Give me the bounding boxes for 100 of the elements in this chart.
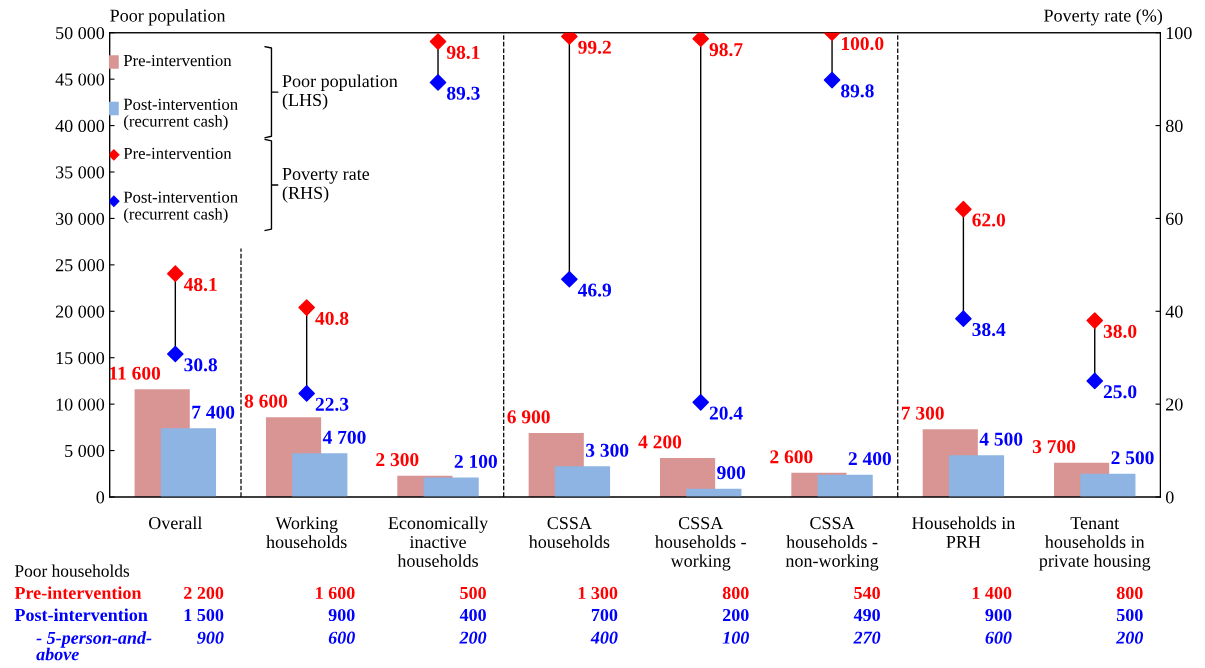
data-label: 7 300	[901, 406, 944, 420]
text: 900	[197, 631, 224, 644]
y2-axis-title: Poverty rate (%)	[1044, 8, 1163, 26]
point	[955, 200, 972, 218]
data-label: 100.0	[841, 36, 884, 51]
data-label: 7 400	[192, 405, 235, 419]
text: 900	[985, 608, 1012, 622]
data-label: 98.1	[446, 45, 480, 60]
data-label: 3 700	[1032, 440, 1076, 454]
data-label: 99.2	[578, 40, 611, 54]
x-tick-label: Households in PRH	[912, 516, 1016, 548]
text: 800	[1116, 586, 1143, 600]
data-label: 11 600	[109, 366, 161, 380]
y2-tick-label: 0	[1165, 491, 1174, 504]
data-label: 38.0	[1103, 324, 1137, 339]
x-tick-label: CSSA households	[528, 517, 610, 549]
y2-tick-label: 100	[1166, 26, 1192, 40]
data-label: 89.8	[841, 84, 874, 98]
text: 900	[328, 608, 355, 622]
point	[955, 310, 972, 328]
x-tick-label: CSSA households - working	[655, 517, 746, 571]
data-label: 62.0	[972, 213, 1006, 227]
point	[429, 74, 447, 91]
bar	[423, 477, 479, 497]
point	[298, 299, 315, 316]
data-label: 3 300	[586, 443, 629, 457]
text: Poor households	[14, 564, 130, 577]
data-label: 2 100	[454, 454, 497, 468]
text: 500	[460, 586, 486, 600]
text: Post-intervention	[14, 608, 148, 622]
y-axis-title: Poor population	[110, 9, 226, 26]
text: 270	[853, 631, 881, 644]
annotation: Poverty rate (RHS)	[282, 168, 370, 203]
y-tick-label: 50 000	[56, 26, 105, 40]
text: 400	[459, 608, 486, 622]
text: Pre-intervention	[14, 586, 142, 600]
data-label: 2 600	[770, 450, 813, 464]
y2-tick-label: 40	[1165, 305, 1183, 318]
annotation: Poor population (LHS)	[282, 74, 398, 110]
text: 700	[591, 608, 618, 622]
legend-label: Post-intervention (recurrent cash)	[123, 98, 238, 131]
text: 1 400	[972, 586, 1012, 600]
data-label: 22.3	[315, 397, 349, 411]
point	[692, 32, 710, 48]
point	[298, 385, 315, 402]
text: 200	[1116, 631, 1144, 644]
bar	[1080, 473, 1136, 497]
legend-label: Post-intervention (recurrent cash)	[123, 191, 238, 224]
data-label: 900	[717, 466, 746, 480]
y2-tick-label: 60	[1166, 212, 1183, 225]
x-tick-label: CSSA households - non-working	[785, 517, 879, 571]
data-label: 38.4	[972, 322, 1006, 337]
text: 200	[722, 608, 749, 622]
bar	[554, 466, 611, 497]
data-label: 8 600	[244, 394, 288, 408]
text: 600	[328, 631, 355, 644]
data-label: 48.1	[183, 277, 217, 292]
data-label: 25.0	[1103, 385, 1137, 399]
data-label: 30.8	[184, 358, 218, 372]
text: - 5-person-and- above	[36, 631, 152, 661]
y-tick-label: 10 000	[56, 398, 105, 411]
y-tick-label: 15 000	[56, 351, 105, 365]
data-label: 98.7	[709, 43, 743, 57]
legend-label: Pre-intervention	[123, 54, 232, 67]
y-tick-label: 35 000	[56, 166, 105, 179]
y-tick-label: 30 000	[56, 212, 105, 225]
text: 200	[459, 631, 487, 644]
data-label: 2 300	[376, 453, 419, 467]
text: 1 600	[316, 586, 355, 600]
text: 400	[590, 631, 618, 644]
text: 490	[853, 608, 880, 622]
y-tick-label: 40 000	[55, 119, 105, 133]
text: 1 300	[578, 586, 618, 600]
text: 2 200	[184, 586, 224, 600]
text: 500	[1116, 608, 1143, 622]
x-tick-label: Tenant households in private housing	[1039, 517, 1151, 571]
x-tick-label: Economically inactive households	[388, 516, 489, 567]
y2-tick-label: 80	[1165, 119, 1183, 133]
data-label: 20.4	[709, 406, 743, 420]
bar	[160, 428, 217, 497]
data-label: 6 900	[507, 410, 550, 424]
point	[167, 345, 184, 363]
y-tick-label: 25 000	[55, 259, 105, 272]
point	[167, 265, 184, 282]
point	[561, 270, 578, 288]
x-tick-label: Working households	[266, 516, 347, 549]
point	[823, 71, 841, 89]
text: 600	[985, 631, 1012, 644]
data-label: 4 200	[638, 435, 682, 449]
data-label: 2 400	[848, 452, 891, 466]
legend-label: Pre-intervention	[123, 147, 232, 159]
data-label: 89.3	[447, 86, 480, 100]
data-label: 40.8	[315, 311, 349, 326]
y-tick-label: 0	[96, 491, 105, 504]
bar	[292, 453, 348, 497]
x-tick-label: Overall	[149, 516, 203, 530]
text: 1 500	[184, 608, 224, 622]
text: 800	[722, 586, 749, 600]
data-label: 4 500	[979, 432, 1023, 446]
y-tick-label: 45 000	[55, 73, 105, 86]
